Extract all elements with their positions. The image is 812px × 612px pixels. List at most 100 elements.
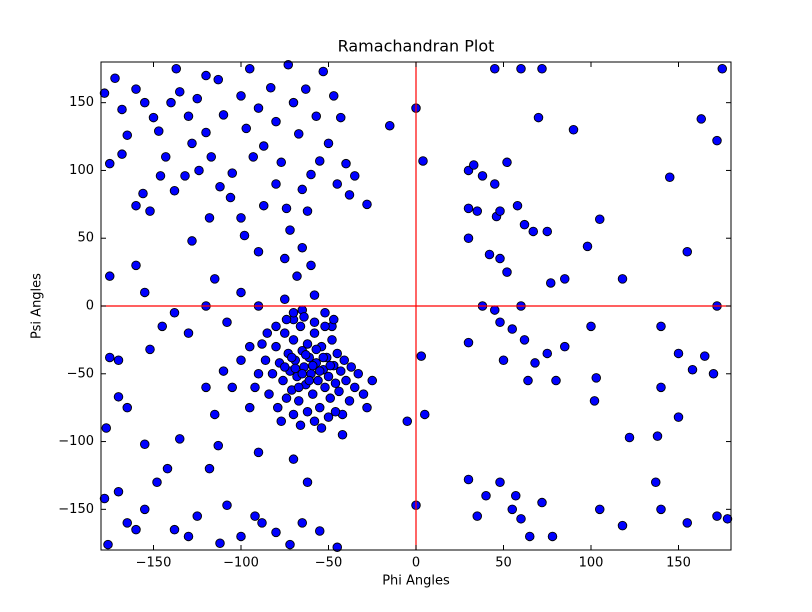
- data-point: [673, 348, 684, 359]
- data-point: [656, 321, 666, 332]
- data-point: [264, 389, 274, 399]
- data-point: [306, 260, 316, 271]
- data-point: [213, 74, 223, 85]
- data-point: [547, 531, 558, 542]
- data-point: [110, 73, 120, 84]
- data-point: [201, 382, 211, 393]
- data-point: [325, 393, 336, 403]
- data-point: [283, 59, 294, 70]
- data-point: [292, 271, 302, 281]
- data-point: [477, 171, 488, 181]
- data-point: [169, 186, 180, 196]
- data-point: [472, 206, 483, 216]
- data-point: [99, 493, 110, 504]
- data-point: [262, 328, 273, 338]
- data-point: [516, 64, 526, 74]
- data-point: [595, 214, 605, 224]
- data-point: [113, 486, 124, 497]
- data-point: [288, 454, 299, 464]
- data-point: [336, 366, 346, 376]
- data-point: [236, 355, 246, 365]
- data-point: [280, 362, 290, 372]
- data-point: [309, 328, 320, 338]
- data-point: [194, 165, 204, 176]
- data-point: [712, 135, 722, 146]
- data-point: [367, 375, 378, 386]
- data-point: [329, 91, 339, 101]
- data-point: [495, 477, 505, 487]
- y-tick-label: 100: [69, 163, 94, 178]
- data-point: [682, 247, 693, 257]
- data-point: [463, 233, 474, 243]
- data-point: [325, 360, 336, 371]
- data-point: [330, 378, 341, 389]
- data-point: [153, 126, 164, 136]
- data-point: [498, 355, 509, 365]
- data-point: [341, 375, 351, 386]
- data-point: [308, 360, 318, 371]
- data-point: [174, 434, 185, 444]
- data-point: [336, 112, 346, 123]
- data-point: [122, 402, 132, 413]
- data-point: [241, 123, 251, 134]
- data-point: [665, 172, 675, 182]
- data-point: [385, 120, 395, 131]
- data-point: [516, 514, 526, 524]
- data-point: [358, 389, 369, 399]
- data-point: [320, 321, 330, 332]
- data-point: [696, 114, 707, 124]
- data-point: [315, 366, 325, 376]
- data-point: [311, 344, 322, 355]
- data-point: [542, 348, 553, 359]
- data-point: [103, 539, 113, 550]
- data-point: [463, 203, 474, 214]
- x-axis-label: Phi Angles: [382, 574, 450, 589]
- data-point: [171, 64, 181, 74]
- data-point: [304, 375, 315, 386]
- y-tick-label: −50: [67, 366, 94, 381]
- data-point: [139, 439, 150, 450]
- data-point: [507, 324, 518, 334]
- x-tick-label: −100: [223, 556, 259, 571]
- x-tick-label: 150: [666, 556, 691, 571]
- data-point: [490, 179, 500, 189]
- data-point: [344, 396, 355, 406]
- data-point: [652, 431, 663, 441]
- data-point: [104, 271, 115, 281]
- data-point: [244, 341, 255, 352]
- data-point: [288, 308, 299, 318]
- data-point: [104, 352, 115, 363]
- data-point: [209, 409, 220, 420]
- data-point: [236, 91, 246, 101]
- data-point: [213, 440, 223, 451]
- data-point: [469, 160, 479, 170]
- data-point: [271, 527, 281, 538]
- y-tick-label: 0: [86, 299, 94, 314]
- data-point: [546, 278, 556, 288]
- data-point: [138, 188, 148, 199]
- data-point: [236, 531, 246, 542]
- data-point: [337, 430, 348, 440]
- data-point: [253, 103, 264, 113]
- data-point: [169, 308, 180, 318]
- data-point: [157, 321, 167, 332]
- data-point: [495, 206, 505, 216]
- data-point: [253, 447, 264, 458]
- data-point: [297, 242, 308, 253]
- data-point: [139, 287, 150, 298]
- data-point: [309, 317, 320, 328]
- data-point: [266, 83, 276, 93]
- data-point: [276, 157, 287, 168]
- data-point: [673, 412, 684, 422]
- data-point: [180, 171, 190, 181]
- data-point: [617, 274, 628, 284]
- data-point: [271, 321, 281, 332]
- data-point: [582, 241, 593, 252]
- data-point: [294, 382, 304, 393]
- data-point: [624, 432, 635, 443]
- data-point: [227, 382, 237, 393]
- data-point: [183, 531, 194, 542]
- data-point: [290, 363, 301, 374]
- data-point: [131, 260, 141, 271]
- data-point: [350, 382, 360, 393]
